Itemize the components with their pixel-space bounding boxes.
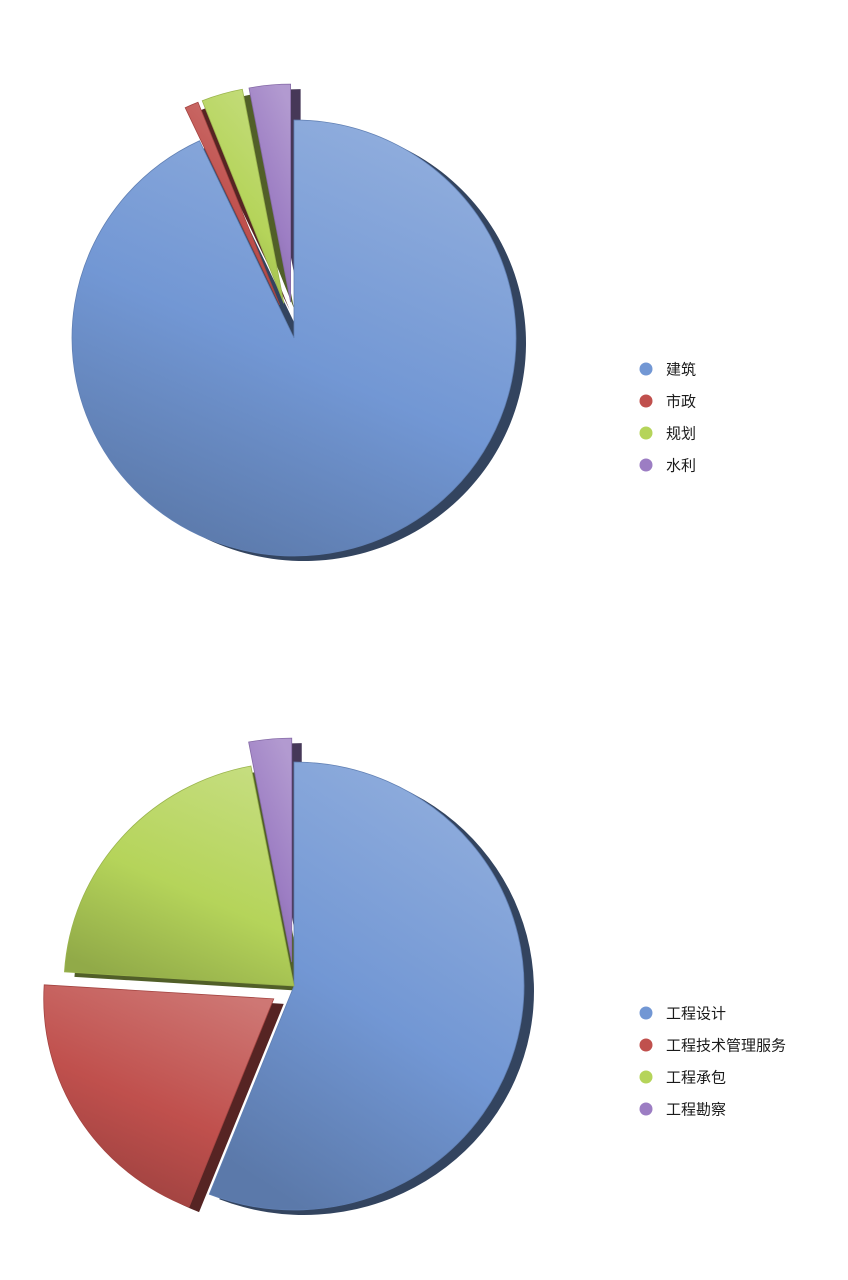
pie-slice-1-3 <box>248 737 293 963</box>
pie-slice-0-0 <box>71 119 517 557</box>
pie-slice-1-2 <box>64 765 295 987</box>
legend-label-0-2: 规划 <box>666 425 696 443</box>
legend-marker-0-1 <box>639 394 653 408</box>
pie-slice-0-3 <box>248 83 292 303</box>
legend-label-1-2: 工程承包 <box>666 1069 726 1087</box>
pie-slice-1-1 <box>43 984 275 1208</box>
legend-label-0-0: 建筑 <box>666 361 696 379</box>
pie-slice-0-1 <box>184 101 281 306</box>
legend-marker-0-3 <box>639 458 653 472</box>
legend-marker-1-0 <box>639 1006 653 1020</box>
legend-label-1-1: 工程技术管理服务 <box>666 1037 786 1055</box>
pie-slice-1-0 <box>208 761 525 1211</box>
legend-label-0-1: 市政 <box>666 393 696 411</box>
legend-marker-1-3 <box>639 1102 653 1116</box>
legend-label-1-0: 工程设计 <box>666 1005 726 1023</box>
legend-marker-1-2 <box>639 1070 653 1084</box>
legend-marker-0-0 <box>639 362 653 376</box>
legend-marker-0-2 <box>639 426 653 440</box>
legend-label-0-3: 水利 <box>666 457 696 475</box>
pie-slice-0-2 <box>201 88 285 304</box>
legend-marker-1-1 <box>639 1038 653 1052</box>
legend-label-1-3: 工程勘察 <box>666 1101 726 1119</box>
